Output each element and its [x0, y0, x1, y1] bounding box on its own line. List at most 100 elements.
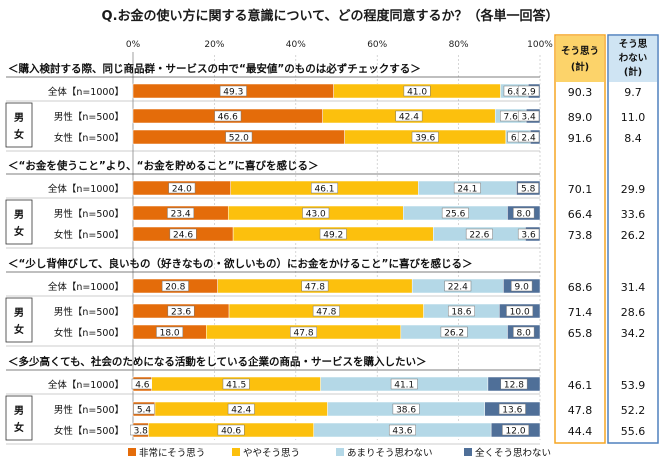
data-label: 12.0 [506, 427, 526, 437]
legend-label: ややそう思う [243, 448, 300, 459]
data-label: 23.4 [171, 210, 191, 220]
disagree-total-value: 55.6 [621, 425, 646, 438]
data-label-box [311, 182, 338, 194]
data-label: 22.6 [469, 231, 489, 241]
agree-total-value: 91.6 [568, 132, 593, 145]
row-label: 女性【n=500】 [54, 327, 124, 339]
row-label: 女性【n=500】 [54, 132, 124, 144]
data-label-box [517, 110, 540, 122]
data-label-box [395, 110, 423, 122]
agree-total-value: 89.0 [568, 111, 593, 124]
data-label-box [502, 424, 530, 436]
data-label-box [513, 207, 535, 219]
data-label-box [453, 182, 481, 194]
data-label-box [222, 378, 250, 390]
data-label: 47.8 [305, 283, 325, 293]
row-label: 全体【n=1000】 [48, 183, 124, 195]
x-tick-label: 100% [527, 40, 553, 50]
disagree-total-value: 28.6 [621, 306, 646, 319]
data-label: 24.1 [457, 185, 477, 195]
data-label: 42.4 [399, 113, 419, 123]
data-label: 42.4 [231, 406, 251, 416]
disagree-total-value: 53.9 [621, 379, 646, 392]
data-label: 40.6 [221, 427, 241, 437]
row-label: 男性【n=500】 [54, 208, 124, 220]
disagree-total-value: 29.9 [621, 183, 646, 196]
row-label: 全体【n=1000】 [48, 281, 124, 293]
legend-swatch [336, 448, 344, 456]
x-tick-label: 80% [449, 40, 469, 50]
disagree-total-value: 33.6 [621, 208, 646, 221]
data-label: 12.8 [504, 381, 524, 391]
disagree-total-header: そう思 [619, 39, 648, 50]
data-label-box [301, 280, 329, 292]
data-label: 24.0 [172, 185, 192, 195]
agree-total-value: 71.4 [568, 306, 593, 319]
gender-label-female: 女 [14, 323, 24, 336]
data-label: 5.4 [137, 406, 152, 416]
data-label-box [227, 403, 255, 415]
group-title: ＜“お金を使うこと”より、“お金を貯めること”に喜びを感じる＞ [8, 159, 318, 172]
data-label: 39.6 [415, 134, 435, 144]
disagree-total-value: 26.2 [621, 229, 646, 242]
data-label: 26.2 [444, 329, 464, 339]
legend-label: 非常にそう思う [139, 447, 205, 459]
x-tick-label: 40% [286, 40, 306, 50]
group-title: ＜多少高くても、社会のためになる活動をしている企業の商品・サービスを購入したい＞ [8, 355, 427, 368]
gender-label-box [5, 297, 33, 343]
chart-title: Q.お金の使い方に関する意識について、どの程度同意するか？（各単一回答） [102, 8, 559, 24]
legend-label: あまりそう思わない [347, 448, 433, 459]
data-label-box [302, 207, 330, 219]
data-label-box [498, 403, 526, 415]
data-label-box [390, 378, 418, 390]
data-label: 52.0 [229, 134, 249, 144]
x-tick-label: 0% [126, 40, 141, 50]
disagree-total-value: 8.4 [624, 132, 642, 145]
data-label-box [168, 182, 196, 194]
data-label-box [403, 85, 431, 97]
data-label: 9.0 [515, 283, 530, 293]
gender-label-female: 女 [14, 128, 24, 141]
data-label: 47.8 [316, 308, 336, 318]
data-label-box [290, 326, 317, 338]
data-label: 41.5 [226, 381, 246, 391]
disagree-total-header-sub: (計) [624, 66, 642, 78]
disagree-total-header-2: わない [619, 53, 648, 64]
data-label-box [411, 131, 439, 143]
data-label-box [319, 228, 347, 240]
disagree-total-value: 34.2 [621, 327, 646, 340]
agree-total-header: そう思う [561, 46, 599, 57]
data-label-box [465, 228, 493, 240]
agree-total-value: 73.8 [568, 229, 593, 242]
x-tick-label: 60% [367, 40, 387, 50]
gender-label-male: 男 [14, 405, 24, 417]
data-label: 10.0 [510, 308, 530, 318]
gender-label-box [5, 199, 33, 245]
data-label: 47.8 [294, 329, 314, 339]
data-label-box [219, 85, 247, 97]
row-label: 男性【n=500】 [54, 306, 124, 318]
legend-label: 全くそう思わない [475, 447, 551, 459]
data-label-box [440, 326, 468, 338]
data-label-box [133, 403, 155, 415]
agree-total-header-bg [556, 36, 604, 82]
data-label: 46.6 [218, 113, 238, 123]
agree-total-value: 70.1 [568, 183, 593, 196]
data-label-box [513, 326, 535, 338]
data-label: 3.6 [521, 231, 536, 241]
gender-label-male: 男 [14, 307, 24, 319]
row-label: 男性【n=500】 [54, 111, 124, 123]
data-label: 24.6 [173, 231, 193, 241]
data-label-box [225, 131, 253, 143]
data-label: 18.6 [451, 308, 471, 318]
x-tick-label: 20% [204, 40, 224, 50]
disagree-total-value: 52.2 [621, 404, 646, 417]
disagree-total-header-bg [609, 36, 657, 82]
agree-total-header-sub: (計) [571, 61, 589, 73]
data-label-box [500, 378, 528, 390]
data-label-box [392, 403, 420, 415]
data-label-box [517, 85, 540, 97]
data-label: 6.8 [507, 88, 522, 98]
data-label-box [161, 280, 189, 292]
gender-label-box [5, 395, 33, 441]
